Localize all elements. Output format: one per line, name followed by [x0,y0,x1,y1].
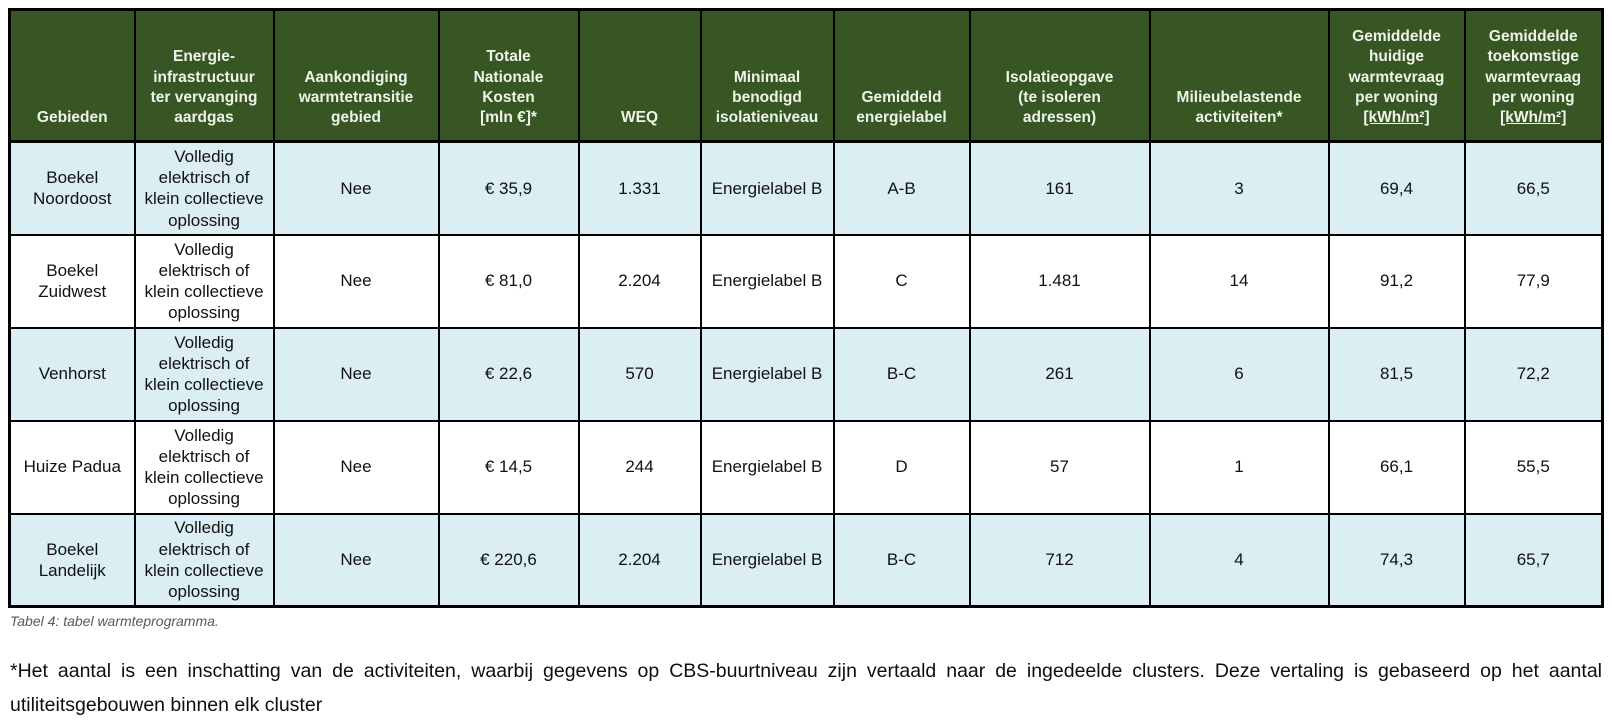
cell-kosten: € 220,6 [437,512,580,608]
cell-toekomstige-warmtevraag: 65,7 [1463,512,1604,608]
cell-energie-infrastructuur: Volledig elektrisch of klein collectieve… [133,512,275,608]
cell-isolatieopgave: 712 [968,512,1151,608]
cell-energielabel: B-C [832,326,971,422]
cell-huidige-warmtevraag: 69,4 [1327,140,1466,236]
cell-aankondiging: Nee [272,419,440,515]
cell-weq: 570 [577,326,702,422]
cell-energie-infrastructuur: Volledig elektrisch of klein collectieve… [133,233,275,329]
cell-weq: 244 [577,419,702,515]
cell-kosten: € 81,0 [437,233,580,329]
cell-kosten: € 35,9 [437,140,580,236]
cell-weq: 1.331 [577,140,702,236]
table-header-row: Gebieden Energie- infrastructuur ter ver… [8,8,1604,143]
column-header-label: Energie- infrastructuur ter vervanging a… [150,48,258,126]
table-row-boekel-landelijk: Boekel Landelijk Volledig elektrisch of … [8,512,1604,608]
column-header-unit: [kWh/m²] [1363,108,1430,126]
column-header-gebieden: Gebieden [8,8,136,143]
cell-weq: 2.204 [577,233,702,329]
cell-isolatieniveau: Energielabel B [699,140,835,236]
column-header-aankondiging: Aankondiging warmtetransitie gebied [272,8,440,143]
column-header-unit: [kWh/m²] [1500,108,1567,126]
column-header-toekomstige-warmtevraag: Gemiddelde toekomstige warmtevraag per w… [1463,8,1604,143]
column-header-label: Aankondiging warmtetransitie gebied [298,68,414,126]
cell-isolatieniveau: Energielabel B [699,419,835,515]
cell-huidige-warmtevraag: 66,1 [1327,419,1466,515]
cell-toekomstige-warmtevraag: 77,9 [1463,233,1604,329]
cell-gebied: Boekel Noordoost [8,140,136,236]
column-header-label: Gemiddelde toekomstige warmtevraag per w… [1485,28,1582,106]
column-header-huidige-warmtevraag: Gemiddelde huidige warmtevraag per wonin… [1327,8,1466,143]
cell-energie-infrastructuur: Volledig elektrisch of klein collectieve… [133,140,275,236]
column-header-isolatieopgave: Isolatieopgave (te isoleren adressen) [968,8,1151,143]
cell-aankondiging: Nee [272,326,440,422]
cell-milieubelastende: 3 [1148,140,1330,236]
cell-kosten: € 22,6 [437,326,580,422]
cell-toekomstige-warmtevraag: 66,5 [1463,140,1604,236]
cell-isolatieniveau: Energielabel B [699,512,835,608]
column-header-label: WEQ [620,108,659,126]
cell-gebied: Boekel Landelijk [8,512,136,608]
cell-isolatieopgave: 161 [968,140,1151,236]
cell-energielabel: B-C [832,512,971,608]
warmteprogramma-table: Gebieden Energie- infrastructuur ter ver… [8,8,1604,608]
cell-huidige-warmtevraag: 74,3 [1327,512,1466,608]
table-row-boekel-zuidwest: Boekel Zuidwest Volledig elektrisch of k… [8,233,1604,329]
column-header-totale-kosten: Totale Nationale Kosten [mln €]* [437,8,580,143]
cell-milieubelastende: 1 [1148,419,1330,515]
table-row-huize-padua: Huize Padua Volledig elektrisch of klein… [8,419,1604,515]
column-header-label: Milieubelastende activiteiten* [1176,88,1302,126]
cell-milieubelastende: 14 [1148,233,1330,329]
footnote-text: *Het aantal is een inschatting van de ac… [10,660,1602,716]
cell-isolatieopgave: 57 [968,419,1151,515]
cell-energie-infrastructuur: Volledig elektrisch of klein collectieve… [133,419,275,515]
cell-huidige-warmtevraag: 81,5 [1327,326,1466,422]
cell-aankondiging: Nee [272,512,440,608]
cell-energie-infrastructuur: Volledig elektrisch of klein collectieve… [133,326,275,422]
column-header-milieubelastende: Milieubelastende activiteiten* [1148,8,1330,143]
cell-toekomstige-warmtevraag: 72,2 [1463,326,1604,422]
table-row-venhorst: Venhorst Volledig elektrisch of klein co… [8,326,1604,422]
table-row-boekel-noordoost: Boekel Noordoost Volledig elektrisch of … [8,140,1604,236]
cell-aankondiging: Nee [272,233,440,329]
cell-aankondiging: Nee [272,140,440,236]
cell-energielabel: A-B [832,140,971,236]
column-header-label: Gebieden [36,108,108,126]
column-header-label: Gemiddeld energielabel [856,88,947,126]
cell-isolatieniveau: Energielabel B [699,233,835,329]
cell-isolatieopgave: 1.481 [968,233,1151,329]
cell-isolatieniveau: Energielabel B [699,326,835,422]
column-header-isolatieniveau: Minimaal benodigd isolatieniveau [699,8,835,143]
cell-huidige-warmtevraag: 91,2 [1327,233,1466,329]
column-header-label: Totale Nationale Kosten [mln €]* [473,48,544,126]
cell-isolatieopgave: 261 [968,326,1151,422]
column-header-weq: WEQ [577,8,702,143]
cell-weq: 2.204 [577,512,702,608]
cell-gebied: Boekel Zuidwest [8,233,136,329]
cell-gebied: Huize Padua [8,419,136,515]
column-header-energielabel: Gemiddeld energielabel [832,8,971,143]
cell-energielabel: D [832,419,971,515]
column-header-label: Isolatieopgave (te isoleren adressen) [1005,68,1114,126]
cell-milieubelastende: 4 [1148,512,1330,608]
column-header-energie-infrastructuur: Energie- infrastructuur ter vervanging a… [133,8,275,143]
cell-gebied: Venhorst [8,326,136,422]
cell-energielabel: C [832,233,971,329]
column-header-label: Gemiddelde huidige warmtevraag per wonin… [1348,28,1445,106]
table-caption: Tabel 4: tabel warmteprogramma. [10,613,219,629]
cell-toekomstige-warmtevraag: 55,5 [1463,419,1604,515]
cell-kosten: € 14,5 [437,419,580,515]
column-header-label: Minimaal benodigd isolatieniveau [715,68,819,126]
cell-milieubelastende: 6 [1148,326,1330,422]
